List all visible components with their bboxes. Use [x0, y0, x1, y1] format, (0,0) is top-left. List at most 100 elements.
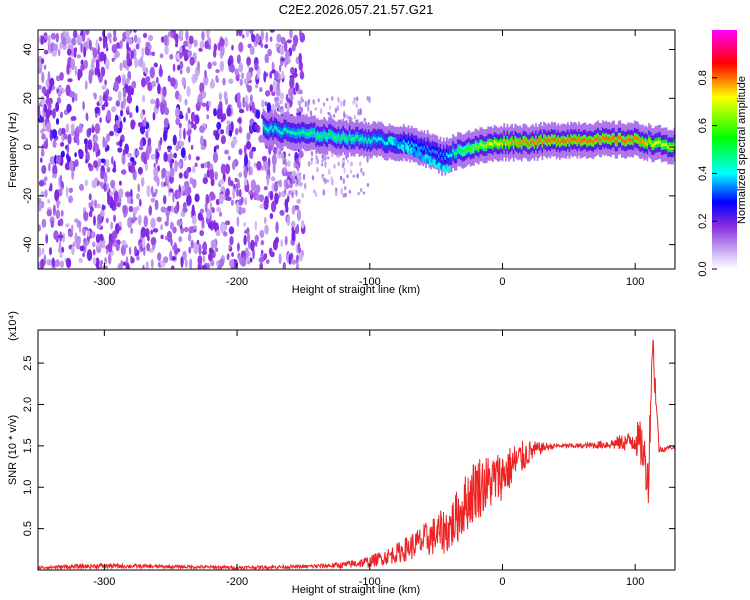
- spectrogram-ridge-cell: [524, 138, 526, 143]
- spectrogram-noise-blob: [220, 129, 225, 135]
- spectrogram-noise-blob: [236, 98, 241, 109]
- spectrogram-noise-blob: [74, 218, 79, 223]
- spectrogram-noise-blob: [362, 191, 366, 195]
- spectrogram-noise-blob: [99, 51, 105, 62]
- spectrogram-noise-blob: [243, 101, 248, 107]
- spectrogram-ridge-cell: [473, 147, 475, 151]
- spectrogram-noise-blob: [120, 100, 124, 110]
- spectrogram-noise-blob: [206, 161, 211, 169]
- spectrogram-noise-blob: [160, 234, 164, 240]
- spectrogram-noise-blob: [135, 43, 140, 50]
- spectrogram-ridge-cell: [453, 151, 456, 156]
- spectrogram-noise-blob: [153, 174, 158, 182]
- spectrogram-noise-blob: [183, 40, 189, 47]
- spectrogram-noise-blob: [356, 96, 359, 102]
- spectrogram-noise-blob: [38, 180, 45, 187]
- spectrogram-ridge-cell: [568, 140, 571, 144]
- spectrogram-noise-blob: [112, 230, 118, 240]
- spectrogram-noise-blob: [84, 142, 88, 154]
- spectrogram-ridge-cell: [493, 140, 496, 144]
- spectrogram-noise-blob: [188, 153, 192, 161]
- spectrogram-ridge-cell: [594, 138, 596, 142]
- spectrogram-noise-blob: [93, 215, 96, 226]
- spectrogram-noise-blob: [125, 191, 131, 198]
- spectrogram-noise-blob: [263, 199, 269, 211]
- spectrogram-noise-blob: [208, 100, 212, 108]
- y-tick-label: -40: [22, 237, 34, 253]
- spectrogram-ridge-cell: [610, 138, 612, 142]
- spectrogram-noise-blob: [213, 223, 216, 230]
- spectrogram-noise-blob: [291, 229, 296, 242]
- spectrogram-noise-blob: [206, 208, 211, 220]
- spectrogram-noise-blob: [64, 162, 71, 171]
- spectrogram-noise-blob: [275, 236, 279, 244]
- spectrogram-noise-blob: [130, 197, 134, 205]
- spectrogram-noise-blob: [92, 241, 96, 248]
- spectrogram-noise-blob: [359, 161, 362, 167]
- spectrogram-noise-blob: [362, 171, 365, 176]
- spectrogram-noise-blob: [67, 48, 72, 56]
- spectrogram-ridge-cell: [409, 143, 412, 148]
- spectrogram-noise-blob: [87, 139, 93, 151]
- spectrogram-ridge-cell: [512, 142, 515, 147]
- spectrogram-noise-blob: [218, 178, 225, 185]
- spectrogram-ridge-cell: [557, 138, 560, 142]
- chart-title: C2E2.2026.057.21.57.G21: [279, 2, 434, 17]
- spectrogram-noise-blob: [169, 152, 173, 161]
- spectrogram-noise-blob: [134, 57, 138, 69]
- spectrogram-noise-blob: [45, 108, 51, 120]
- spectrogram-ridge-cell: [619, 135, 622, 140]
- spectrogram-noise-blob: [175, 144, 179, 152]
- colorbar-tick-label: 0.2: [697, 214, 709, 229]
- spectrogram-noise-blob: [97, 213, 102, 225]
- spectrogram-noise-blob: [229, 235, 234, 246]
- spectrogram-ridge-cell: [449, 153, 451, 157]
- spectrogram-ridge-cell: [598, 138, 601, 142]
- spectrogram-noise-blob: [55, 102, 60, 112]
- spectrogram-y-axis-label: Frequency (Hz): [7, 112, 19, 188]
- spectrogram-ridge-cell: [508, 142, 510, 147]
- spectrogram-ridge-cell: [555, 140, 558, 144]
- spectrogram-noise-blob: [302, 173, 306, 181]
- spectrogram-ridge-cell: [637, 137, 639, 141]
- spectrogram-noise-blob: [236, 216, 240, 227]
- spectrogram-noise-blob: [238, 172, 243, 178]
- spectrogram-noise-blob: [137, 36, 142, 45]
- spectrogram-noise-blob: [143, 215, 148, 228]
- spectrogram-noise-blob: [65, 223, 70, 228]
- spectrogram-noise-blob: [228, 78, 234, 84]
- spectrogram-noise-blob: [304, 182, 307, 190]
- spectrogram-noise-blob: [320, 163, 324, 167]
- spectrogram-noise-blob: [59, 231, 62, 243]
- spectrogram-noise-blob: [188, 246, 192, 254]
- spectrogram-noise-blob: [80, 63, 85, 71]
- spectrogram-noise-blob: [91, 46, 95, 52]
- spectrogram-noise-blob: [243, 144, 247, 155]
- spectrogram-ridge-cell: [579, 139, 582, 144]
- snr-series-line: [38, 339, 675, 570]
- spectrogram-ridge-cell: [283, 127, 286, 131]
- spectrogram-noise-blob: [196, 60, 201, 72]
- spectrogram-noise-blob: [263, 186, 268, 191]
- snr-x-ticks: -300 -200 -100 0 100: [93, 330, 644, 588]
- spectrogram-noise-blob: [192, 165, 196, 174]
- spectrogram-noise-blob: [77, 68, 83, 79]
- spectrogram-noise-blob: [346, 114, 349, 118]
- spectrogram-noise-blob: [275, 87, 281, 97]
- spectrogram-noise-blob: [334, 107, 338, 114]
- spectrogram-noise-blob: [337, 161, 340, 166]
- spectrogram-noise-blob: [280, 239, 284, 248]
- spectrogram-noise-blob: [245, 141, 252, 150]
- spectrogram-noise-blob: [40, 258, 45, 269]
- spectrogram-noise-blob: [55, 209, 61, 220]
- spectrogram-noise-blob: [271, 153, 277, 166]
- spectrogram-noise-blob: [152, 228, 159, 233]
- spectrogram-noise-blob: [284, 235, 288, 246]
- y-tick-label: 0: [22, 144, 34, 150]
- spectrogram-ridge-cell: [316, 133, 319, 137]
- y-tick-label: 0.5: [22, 521, 34, 536]
- spectrogram-noise-blob: [197, 94, 203, 103]
- spectrogram-ridge-cell: [570, 136, 572, 141]
- spectrogram-ridge-cell: [539, 137, 542, 141]
- spectrogram-ridge-cell: [624, 139, 627, 144]
